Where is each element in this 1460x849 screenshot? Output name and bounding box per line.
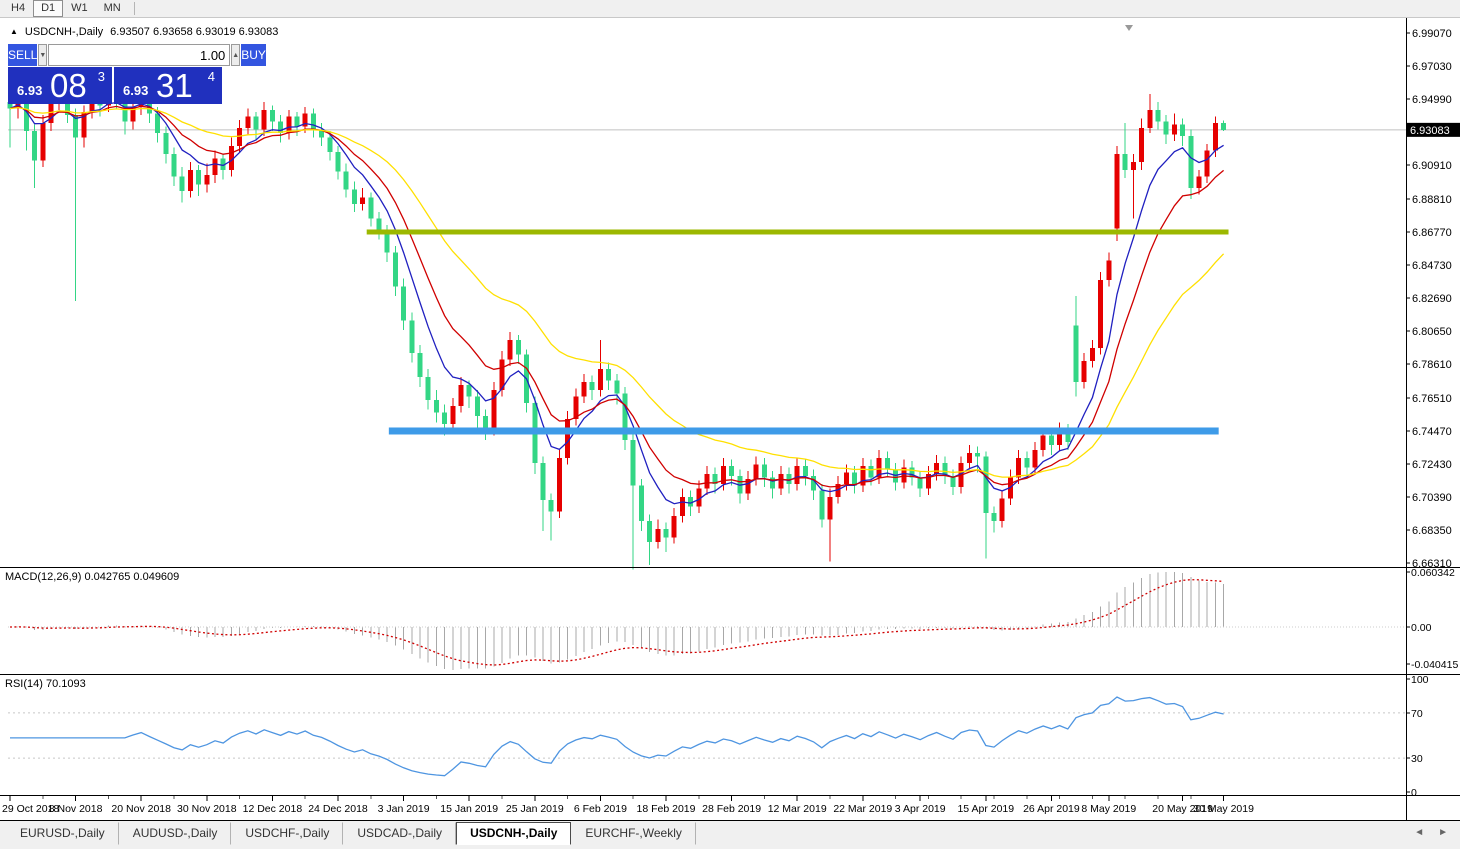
toolbar-separator <box>133 2 135 15</box>
tabs-scroll-left-icon[interactable]: ◄ <box>1414 827 1425 838</box>
macd-axis-label: 0.00 <box>1411 622 1432 634</box>
rsi-indicator-label: RSI(14) 70.1093 <box>5 678 86 690</box>
date-axis-label: 20 Nov 2018 <box>111 803 171 815</box>
tab-usdcnhdaily[interactable]: USDCNH-,Daily <box>456 822 572 845</box>
candles-layer <box>7 76 1227 570</box>
date-axis-label: 12 Dec 2018 <box>243 803 303 815</box>
price-axis-label: 6.88810 <box>1412 194 1452 206</box>
resistance-line <box>366 229 1229 235</box>
sell-price-button[interactable]: 6.93 08 3 <box>8 67 112 104</box>
tabs-scroll-right-icon[interactable]: ► <box>1438 827 1448 838</box>
ma-medium-line <box>9 105 1225 488</box>
volume-input[interactable] <box>48 44 231 66</box>
date-axis-label: 30 May 2019 <box>1193 803 1254 815</box>
chart-symbol-label: USDCNH-,Daily <box>24 26 104 38</box>
chart-ohlc-values: 6.93507 6.93658 6.93019 6.93083 <box>110 26 279 38</box>
price-axis-label: 6.86770 <box>1412 227 1452 239</box>
chart-header: ▲ USDCNH-,Daily 6.93507 6.93658 6.93019 … <box>10 26 278 38</box>
date-axis-label: 15 Jan 2019 <box>440 803 498 815</box>
date-axis-label: 28 Feb 2019 <box>702 803 761 815</box>
date-axis-label: 20 May 2019 <box>1152 803 1213 815</box>
buy-price-button[interactable]: 6.93 31 4 <box>114 67 222 104</box>
macd-axis-label: -0.040415 <box>1411 659 1458 671</box>
price-axis-label: 6.66310 <box>1412 558 1452 570</box>
price-axis-label: 6.90910 <box>1412 160 1452 172</box>
date-axis-label: 24 Dec 2018 <box>308 803 368 815</box>
buy-price-pip-digit: 4 <box>207 69 215 84</box>
rsi-level-lines <box>8 712 1406 759</box>
tab-usdchfdaily[interactable]: USDCHF-,Daily <box>231 822 344 845</box>
timeframe-button-d1[interactable]: D1 <box>33 0 64 17</box>
timeframe-button-h4[interactable]: H4 <box>11 2 26 14</box>
rsi-axis: 100 70 30 0 <box>1406 674 1429 799</box>
support-line <box>388 427 1219 435</box>
price-axis-label: 6.99070 <box>1412 28 1452 40</box>
date-axis-label: 6 Feb 2019 <box>574 803 627 815</box>
panel-borders <box>0 18 1460 821</box>
rsi-axis-label: 70 <box>1411 708 1423 720</box>
price-axis-label: 6.97030 <box>1412 61 1452 73</box>
date-axis-label: 29 Oct 2018 <box>2 803 59 815</box>
timeframe-button-mn[interactable]: MN <box>103 2 121 14</box>
date-axis-label: 30 Nov 2018 <box>177 803 237 815</box>
tab-audusddaily[interactable]: AUDUSD-,Daily <box>119 822 232 845</box>
macd-axis: 0.060342 0.00 -0.040415 <box>1406 567 1458 671</box>
price-axis-label: 6.68350 <box>1412 525 1452 537</box>
tab-usdcaddaily[interactable]: USDCAD-,Daily <box>343 822 457 845</box>
tab-eurchfweekly[interactable]: EURCHF-,Weekly <box>571 822 696 845</box>
price-axis-label: 6.80650 <box>1412 326 1452 338</box>
sell-price-pip-digit: 3 <box>97 69 105 84</box>
volume-increase-button[interactable]: ▲ <box>231 44 241 66</box>
date-axis-label: 26 Apr 2019 <box>1023 803 1080 815</box>
current-price-tag: 6.93083 <box>1407 122 1460 137</box>
date-axis-label: 12 Mar 2019 <box>768 803 827 815</box>
price-axis-label: 6.74470 <box>1412 426 1452 438</box>
date-axis-label: 22 Mar 2019 <box>833 803 892 815</box>
price-axis-label: 6.76510 <box>1412 393 1452 405</box>
timeframe-button-w1[interactable]: W1 <box>71 2 88 14</box>
date-axis-label: 25 Jan 2019 <box>506 803 564 815</box>
date-axis-label: 15 Apr 2019 <box>957 803 1014 815</box>
collapse-trade-panel-icon[interactable]: ▲ <box>10 26 18 36</box>
tab-eurusddaily[interactable]: EURUSD-,Daily <box>6 822 119 845</box>
price-axis-label: 6.72430 <box>1412 459 1452 471</box>
price-axis-label: 6.84730 <box>1412 260 1452 272</box>
buy-button[interactable]: BUY <box>241 44 266 66</box>
rsi-line <box>10 696 1224 777</box>
macd-indicator-label: MACD(12,26,9) 0.042765 0.049609 <box>5 571 180 583</box>
price-axis-label: 6.70390 <box>1412 492 1452 504</box>
price-axis[interactable]: 6.99070 6.97030 6.94990 6.90910 6.88810 6.867… <box>1406 28 1452 570</box>
date-axis-label: 8 Nov 2018 <box>49 803 103 815</box>
sell-button[interactable]: SELL <box>8 44 38 66</box>
rsi-axis-label: 100 <box>1411 674 1429 686</box>
date-axis-label: 8 May 2019 <box>1081 803 1136 815</box>
buy-price-big-digits: 31 <box>156 67 193 104</box>
sell-price-prefix: 6.93 <box>17 83 43 98</box>
date-axis-label: 3 Jan 2019 <box>378 803 430 815</box>
chart-canvas[interactable]: 6.99070 6.97030 6.94990 6.90910 6.88810 6.867… <box>0 18 1460 849</box>
symbol-tab-bar: EURUSD-,Daily AUDUSD-,Daily USDCHF-,Daily U… <box>0 821 1460 849</box>
date-axis-label: 18 Feb 2019 <box>637 803 696 815</box>
buy-price-prefix: 6.93 <box>123 83 149 98</box>
volume-decrease-button[interactable]: ▼ <box>38 44 48 66</box>
price-axis-label: 6.82690 <box>1412 293 1452 305</box>
price-axis-label: 6.94990 <box>1412 94 1452 106</box>
ma-slow-line <box>9 106 1225 478</box>
macd-axis-label: 0.060342 <box>1411 567 1455 579</box>
price-axis-label: 6.78610 <box>1412 359 1452 371</box>
sell-price-big-digits: 08 <box>50 67 87 104</box>
macd-histogram <box>17 572 1225 670</box>
timeframe-toolbar: H4 D1 W1 MN <box>0 0 1460 18</box>
date-axis-label: 3 Apr 2019 <box>895 803 946 815</box>
macd-signal-line <box>9 579 1224 666</box>
one-click-trading-panel: SELL ▼ ▲ BUY 6.93 08 3 6.93 31 4 <box>8 44 266 104</box>
svg-text:6.93083: 6.93083 <box>1410 125 1450 137</box>
rsi-axis-label: 30 <box>1411 753 1423 765</box>
rsi-axis-label: 0 <box>1411 787 1417 799</box>
chart-shift-marker-icon <box>1125 25 1133 31</box>
